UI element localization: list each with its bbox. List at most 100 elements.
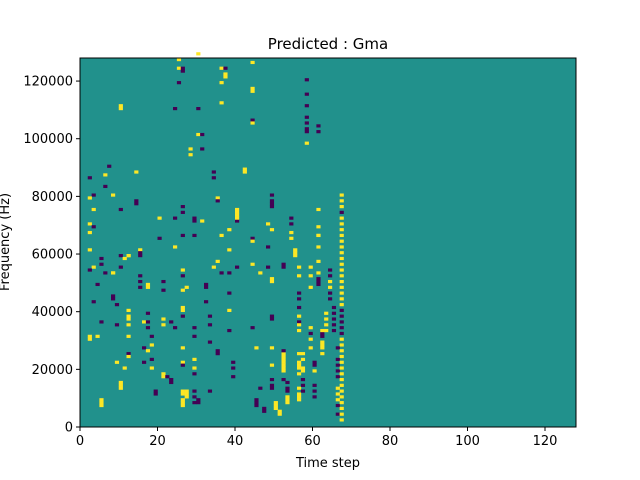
heatmap-cell xyxy=(219,81,224,85)
heatmap-cell xyxy=(231,360,236,364)
heatmap-cell xyxy=(339,418,344,422)
heatmap-cell xyxy=(111,294,116,298)
heatmap-cell xyxy=(219,66,224,70)
heatmap-cell xyxy=(103,184,108,189)
heatmap-cell xyxy=(269,202,275,206)
heatmap-cell xyxy=(269,277,275,281)
heatmap-cell xyxy=(339,389,344,393)
heatmap-cell xyxy=(331,317,337,321)
heatmap-cell xyxy=(297,352,302,356)
heatmap-cell xyxy=(87,176,92,180)
heatmap-cell xyxy=(339,354,344,359)
heatmap-cell xyxy=(138,254,143,258)
heatmap-cell xyxy=(339,337,344,341)
heatmap-cell xyxy=(281,352,286,356)
heatmap-cell xyxy=(192,395,197,399)
heatmap-cell xyxy=(324,317,329,321)
heatmap-cell xyxy=(250,262,255,266)
heatmap-cell xyxy=(176,58,182,62)
heatmap-cell xyxy=(126,314,131,318)
heatmap-cell xyxy=(339,326,344,330)
heatmap-cell xyxy=(192,372,197,376)
heatmap-cell xyxy=(339,320,344,324)
heatmap-cell xyxy=(328,274,333,278)
heatmap-cell xyxy=(262,409,267,413)
heatmap-cell xyxy=(87,196,92,200)
heatmap-cell xyxy=(204,285,209,289)
heatmap-cell xyxy=(300,357,306,361)
heatmap-cells xyxy=(87,52,344,422)
heatmap-cell xyxy=(339,360,344,364)
heatmap-cell xyxy=(145,282,151,287)
heatmap-cell xyxy=(289,216,294,220)
heatmap-cell xyxy=(297,314,302,318)
heatmap-cell xyxy=(180,398,185,402)
heatmap-cell xyxy=(122,366,127,370)
heatmap-cell xyxy=(335,386,340,390)
heatmap-cell xyxy=(118,254,123,258)
heatmap-cell xyxy=(173,216,178,220)
heatmap-cell xyxy=(339,406,344,410)
heatmap-cell xyxy=(254,401,259,405)
heatmap-cell xyxy=(339,279,344,284)
heatmap-cell xyxy=(312,369,317,373)
heatmap-cell xyxy=(312,360,317,364)
heatmap-cell xyxy=(114,360,120,364)
heatmap-cell xyxy=(312,395,317,399)
heatmap-cell xyxy=(227,271,232,275)
heatmap-cell xyxy=(297,386,302,390)
heatmap-cell xyxy=(266,245,271,249)
heatmap-cell xyxy=(188,147,193,151)
heatmap-cell xyxy=(339,228,344,232)
heatmap-cell xyxy=(138,285,143,289)
heatmap-cell xyxy=(180,210,185,214)
heatmap-cell xyxy=(184,395,189,399)
heatmap-cell xyxy=(328,279,333,284)
heatmap-cell xyxy=(297,328,302,333)
heatmap-cell xyxy=(180,274,185,278)
heatmap-cell xyxy=(91,300,96,304)
heatmap-cell xyxy=(242,170,247,174)
heatmap-cell xyxy=(285,386,290,390)
heatmap-cell xyxy=(138,279,143,284)
heatmap-cell xyxy=(269,205,275,209)
heatmap-cell xyxy=(95,282,100,287)
heatmap-cell xyxy=(304,130,309,134)
heatmap-cell xyxy=(297,398,302,402)
heatmap-cell xyxy=(273,406,278,410)
heatmap-cell xyxy=(316,130,321,134)
heatmap-cell xyxy=(180,305,185,310)
heatmap-cell xyxy=(285,389,290,393)
heatmap-cell xyxy=(269,199,275,203)
heatmap-cell xyxy=(91,207,96,212)
heatmap-cell xyxy=(91,265,96,269)
heatmap-cell xyxy=(281,265,286,269)
heatmap-cell xyxy=(180,288,185,292)
heatmap-cell xyxy=(335,403,340,408)
heatmap-cell xyxy=(254,346,259,350)
heatmap-cell xyxy=(316,277,321,281)
y-tick-label: 40000 xyxy=(32,305,73,320)
heatmap-cell xyxy=(207,323,213,327)
heatmap-cell xyxy=(269,317,275,321)
heatmap-cell xyxy=(281,357,286,361)
heatmap-cell xyxy=(328,297,333,301)
heatmap-cell xyxy=(161,323,166,327)
heatmap-cell xyxy=(339,274,344,278)
heatmap-cell xyxy=(227,308,232,312)
heatmap-cell xyxy=(339,343,344,347)
heatmap-cell xyxy=(297,297,302,301)
heatmap-cell xyxy=(308,346,313,350)
heatmap-cell xyxy=(99,256,104,261)
heatmap-cell xyxy=(312,383,317,387)
heatmap-cell xyxy=(316,233,321,238)
heatmap-cell xyxy=(312,389,317,393)
heatmap-cell xyxy=(180,268,185,272)
heatmap-cell xyxy=(219,271,224,275)
heatmap-cell xyxy=(297,392,302,396)
heatmap-cell xyxy=(180,392,185,396)
heatmap-cell xyxy=(180,363,185,367)
heatmap-cell xyxy=(180,389,185,393)
heatmap-cell xyxy=(320,352,325,356)
